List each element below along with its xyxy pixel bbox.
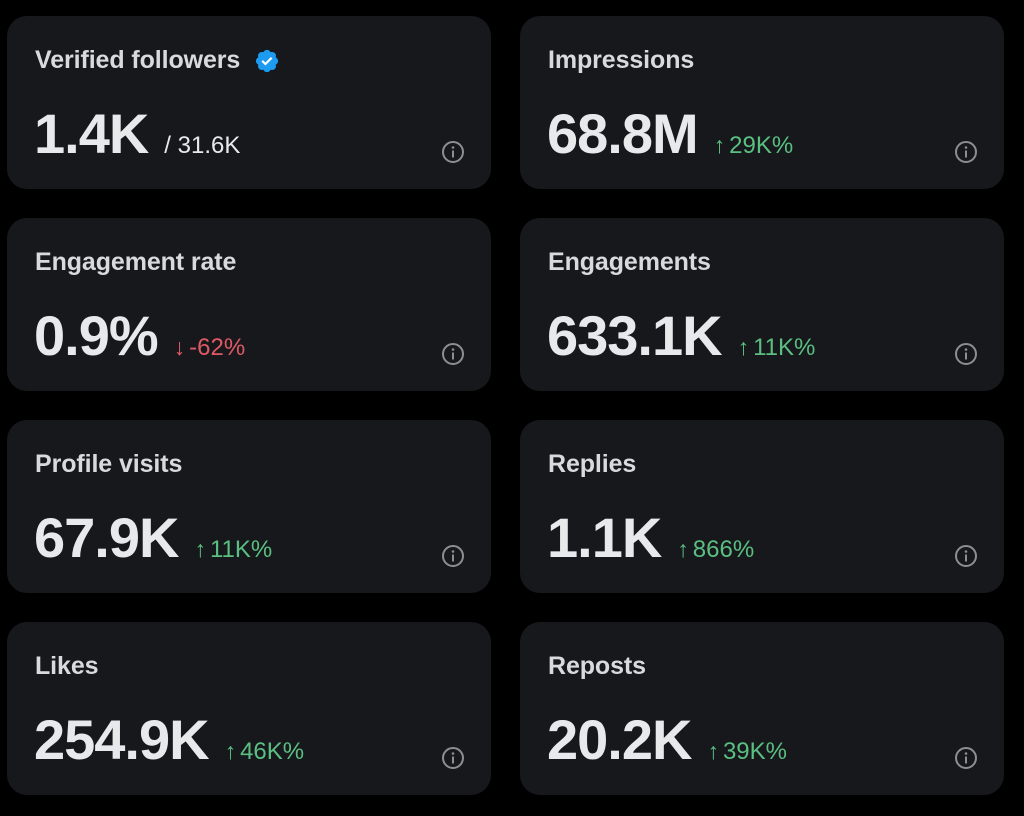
metric-delta: ↑ 11K% (737, 333, 816, 361)
card-label: Engagement rate (35, 248, 236, 277)
card-engagements: Engagements 633.1K ↑ 11K% (520, 218, 1004, 391)
arrow-up-icon: ↑ (224, 738, 237, 764)
verified-badge-icon (254, 48, 280, 74)
metric-value: 0.9% (34, 304, 159, 367)
metric-delta: ↑ 11K% (194, 535, 273, 563)
metric-delta: ↓ -62% (173, 333, 246, 361)
arrow-up-icon: ↑ (707, 738, 719, 764)
card-label: Reposts (548, 652, 646, 681)
card-label-text: Verified followers (35, 46, 241, 74)
metric-value: 20.2K (547, 708, 692, 771)
card-label-text: Engagement rate (35, 248, 237, 276)
metric-delta-text: 11K% (753, 333, 816, 361)
card-label: Impressions (548, 46, 694, 75)
card-label: Profile visits (35, 450, 182, 479)
metric-delta: ↑ 29K% (713, 131, 794, 159)
card-impressions: Impressions 68.8M ↑ 29K% (520, 16, 1004, 189)
card-label-text: Profile visits (35, 450, 183, 478)
card-label-text: Replies (548, 450, 637, 478)
card-replies: Replies 1.1K ↑ 866% (520, 420, 1004, 593)
metric-total: / 31.6K (164, 132, 241, 159)
card-profile-visits: Profile visits 67.9K ↑ 11K% (7, 420, 491, 593)
card-verified-followers: Verified followers 1.4K / 31.6K (7, 16, 491, 189)
metric-value: 68.8M (547, 102, 699, 165)
card-label-text: Engagements (548, 248, 711, 276)
arrow-up-icon: ↑ (677, 536, 689, 562)
info-icon[interactable] (441, 544, 465, 568)
metric-delta-text: 29K% (729, 131, 794, 159)
arrow-up-icon: ↑ (194, 536, 206, 562)
info-icon[interactable] (441, 140, 465, 164)
arrow-down-icon: ↓ (173, 334, 186, 360)
arrow-up-icon: ↑ (713, 132, 726, 158)
card-label-text: Likes (35, 652, 99, 680)
metric-delta-text: 11K% (209, 535, 273, 563)
info-icon[interactable] (954, 342, 978, 366)
card-likes: Likes 254.9K ↑ 46K% (7, 622, 491, 795)
info-icon[interactable] (441, 342, 465, 366)
card-label: Likes (35, 652, 99, 681)
metric-delta-text: 39K% (722, 737, 787, 765)
arrow-up-icon: ↑ (737, 334, 750, 360)
card-engagement-rate: Engagement rate 0.9% ↓ -62% (7, 218, 491, 391)
metric-delta: ↑ 39K% (707, 737, 787, 765)
info-icon[interactable] (954, 544, 978, 568)
card-label-text: Reposts (548, 652, 646, 680)
metric-value: 1.4K (34, 102, 149, 165)
metric-value: 254.9K (34, 708, 210, 771)
metric-delta-text: 866% (692, 535, 755, 563)
metric-value: 633.1K (547, 304, 723, 367)
metric-value: 67.9K (34, 506, 179, 569)
metric-delta: ↑ 46K% (224, 737, 305, 765)
metric-delta-text: 46K% (240, 737, 305, 765)
metric-delta-text: -62% (189, 333, 246, 361)
card-reposts: Reposts 20.2K ↑ 39K% (520, 622, 1004, 795)
card-label: Engagements (548, 248, 711, 277)
info-icon[interactable] (954, 746, 978, 770)
card-label-text: Impressions (548, 46, 695, 74)
metric-delta: ↑ 866% (677, 535, 755, 563)
metric-value: 1.1K (547, 506, 662, 569)
info-icon[interactable] (441, 746, 465, 770)
card-label: Verified followers (35, 46, 280, 75)
card-label: Replies (548, 450, 636, 479)
info-icon[interactable] (954, 140, 978, 164)
